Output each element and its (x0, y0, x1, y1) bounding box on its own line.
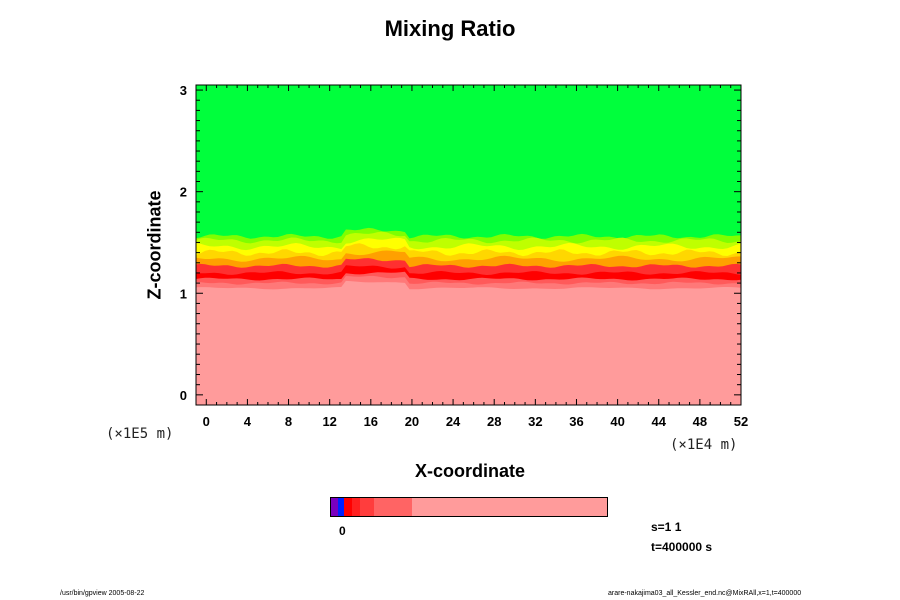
colorbar-segment-0 (331, 498, 338, 516)
colorbar-segment-3 (352, 498, 360, 516)
y-tick-label: 2 (180, 185, 187, 200)
y-tick-label: 3 (180, 83, 187, 98)
x-tick-label: 12 (322, 414, 336, 429)
x-tick-label: 4 (244, 414, 252, 429)
heatmap-field (196, 85, 741, 405)
plot-frame (195, 84, 742, 406)
x-tick-label: 16 (364, 414, 378, 429)
x-tick-label: 44 (652, 414, 667, 429)
footer-left: /usr/bin/gpview 2005-08-22 (60, 590, 145, 597)
x-tick-label: 24 (446, 414, 461, 429)
info-t-label: t=400000 s (651, 540, 713, 554)
x-tick-label: 8 (285, 414, 292, 429)
colorbar-segment-2 (344, 498, 352, 516)
x-tick-label: 20 (405, 414, 419, 429)
x-scale-label: (×1E4 m) (670, 437, 738, 453)
colorbar (330, 497, 608, 517)
x-tick-label: 40 (610, 414, 624, 429)
colorbar-segment-1 (338, 498, 344, 516)
x-axis-label: X-coordinate (414, 461, 525, 481)
colorbar-segment-7 (477, 498, 607, 516)
field-band-9 (196, 280, 741, 405)
y-axis-label: Z-coordinate (144, 190, 165, 300)
colorbar-frame (330, 497, 608, 517)
x-tick-label: 32 (528, 414, 542, 429)
x-tick-label: 52 (734, 414, 748, 429)
x-tick-label: 48 (693, 414, 707, 429)
footer-right: arare-nakajima03_all_Kessler_end.nc@MixR… (608, 590, 802, 597)
info-s-label: s=1 1 (651, 520, 682, 534)
x-tick-label: 28 (487, 414, 501, 429)
x-tick-label: 36 (569, 414, 583, 429)
colorbar-segment-6 (412, 498, 477, 516)
y-tick-label: 0 (180, 388, 187, 403)
y-scale-label: (×1E5 m) (106, 426, 174, 442)
x-tick-label: 0 (203, 414, 210, 429)
chart-title: Mixing Ratio (384, 16, 516, 41)
colorbar-segment-5 (374, 498, 412, 516)
colorbar-segment-4 (360, 498, 374, 516)
colorbar-tick-label: 0 (339, 524, 346, 538)
y-tick-label: 1 (180, 286, 187, 301)
